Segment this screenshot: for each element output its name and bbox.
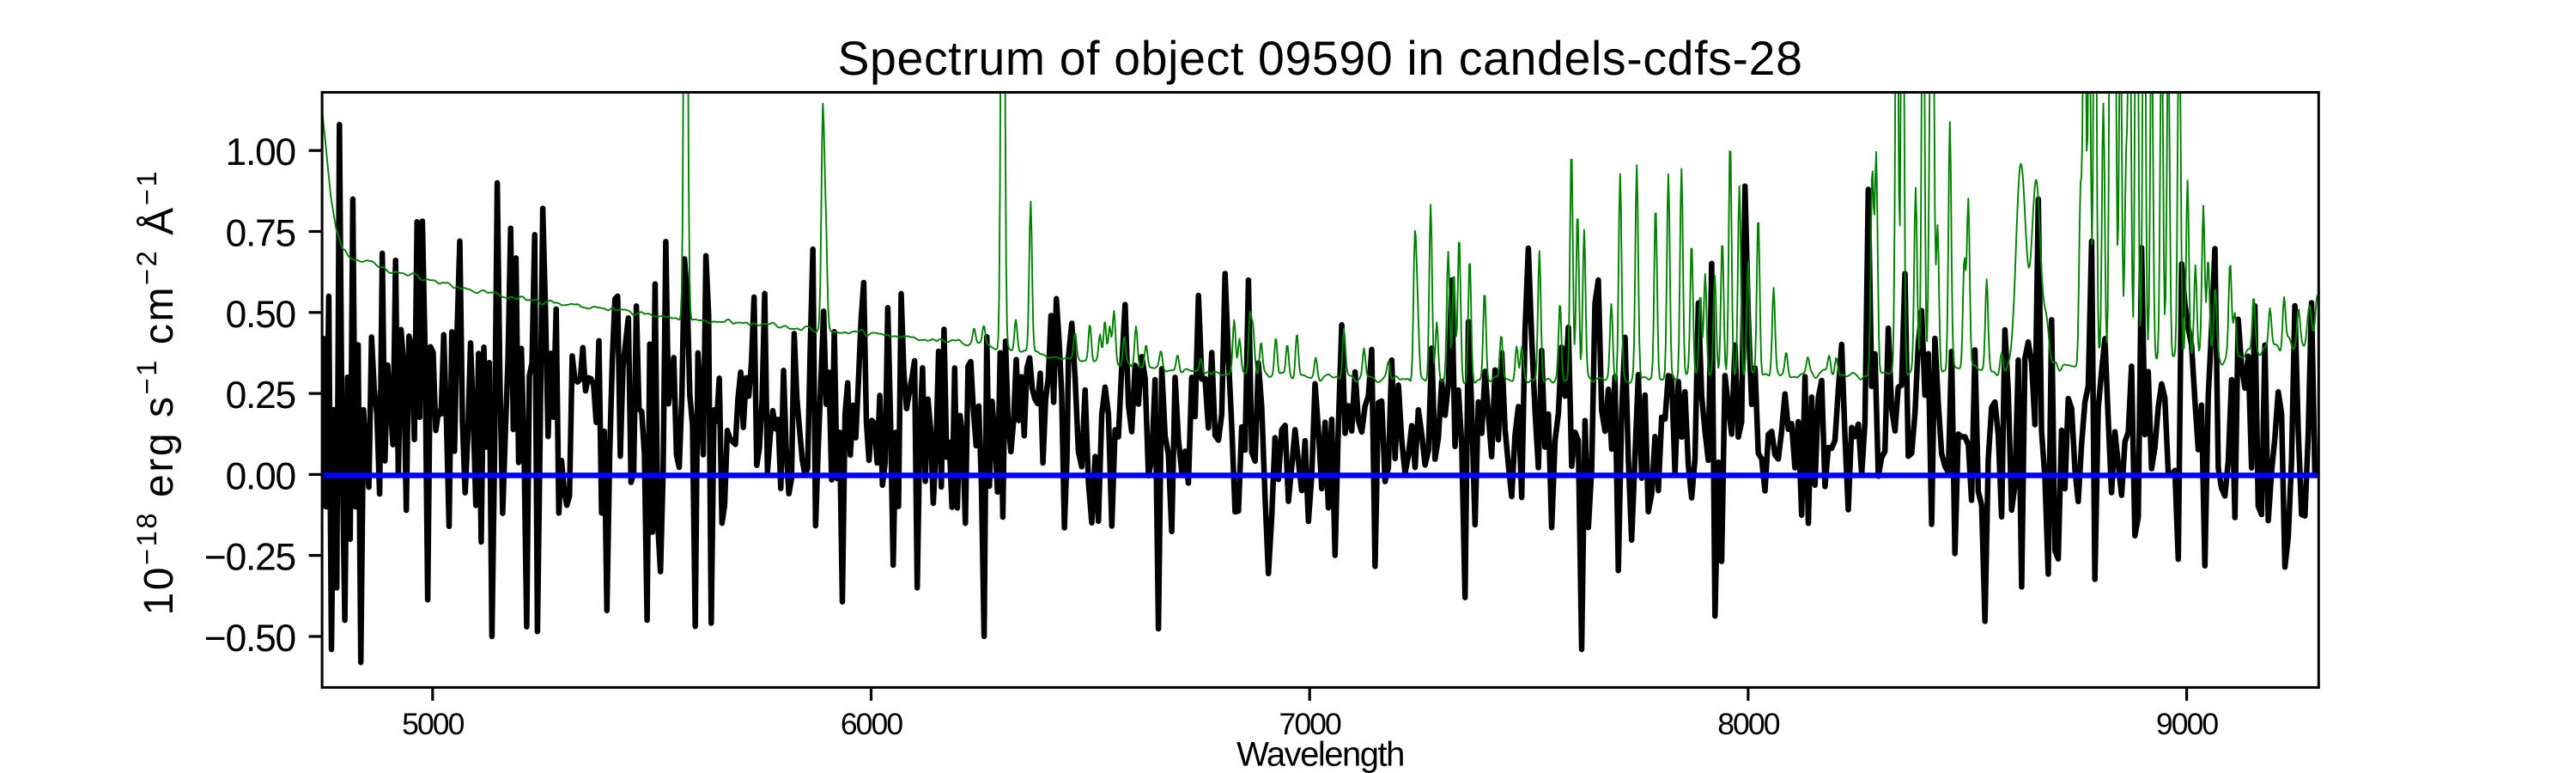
svg-text:1.00: 1.00 bbox=[226, 131, 295, 173]
svg-text:9000: 9000 bbox=[2156, 707, 2219, 741]
svg-text:Wavelength: Wavelength bbox=[1236, 735, 1404, 773]
svg-text:0.50: 0.50 bbox=[226, 294, 295, 336]
svg-text:0.25: 0.25 bbox=[226, 374, 295, 417]
svg-text:Spectrum of object 09590 in ca: Spectrum of object 09590 in candels-cdfs… bbox=[837, 32, 1802, 85]
svg-text:5000: 5000 bbox=[402, 707, 465, 741]
svg-text:6000: 6000 bbox=[841, 707, 903, 741]
svg-text:−0.25: −0.25 bbox=[204, 537, 295, 579]
svg-text:8000: 8000 bbox=[1717, 707, 1780, 741]
svg-text:7000: 7000 bbox=[1279, 707, 1342, 741]
svg-text:−0.50: −0.50 bbox=[204, 618, 295, 660]
svg-text:0.00: 0.00 bbox=[226, 455, 295, 497]
svg-text:0.75: 0.75 bbox=[226, 213, 295, 255]
